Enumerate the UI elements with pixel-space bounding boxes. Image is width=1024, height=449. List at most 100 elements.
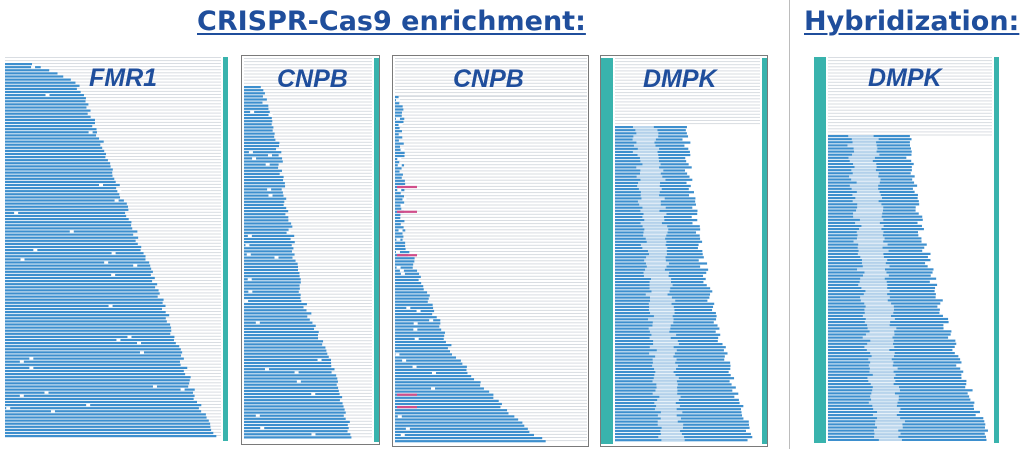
read <box>395 161 400 164</box>
read <box>244 129 273 132</box>
read <box>395 424 525 427</box>
read <box>5 218 129 221</box>
read <box>395 241 406 244</box>
read <box>244 123 272 126</box>
read <box>244 151 282 154</box>
read <box>395 433 534 437</box>
read <box>395 139 399 142</box>
read <box>244 389 339 392</box>
read <box>395 328 442 331</box>
read <box>244 349 327 352</box>
read <box>244 352 328 355</box>
read <box>395 375 472 378</box>
read <box>828 389 973 392</box>
read <box>395 437 543 440</box>
read <box>395 365 467 368</box>
coverage-strip-left <box>814 57 826 443</box>
read <box>244 433 351 436</box>
read <box>615 414 743 417</box>
read <box>395 96 399 99</box>
read <box>395 350 451 353</box>
read <box>244 101 263 104</box>
read <box>244 182 285 185</box>
read <box>5 205 128 208</box>
read <box>244 169 282 172</box>
read <box>244 244 292 247</box>
coverage-strip-left <box>601 58 613 444</box>
read <box>244 160 283 163</box>
read <box>244 222 292 225</box>
read <box>395 173 403 176</box>
read <box>5 413 206 416</box>
read <box>5 97 86 100</box>
read <box>244 430 348 433</box>
read <box>244 324 316 327</box>
read <box>828 392 968 395</box>
read <box>244 334 318 337</box>
read <box>244 141 280 144</box>
read <box>5 292 160 295</box>
read <box>244 200 285 203</box>
read <box>244 126 274 129</box>
read <box>5 382 190 385</box>
read <box>244 315 308 318</box>
read <box>5 301 163 304</box>
read <box>244 172 280 175</box>
gene-label-fmr1: FMR1 <box>89 64 158 92</box>
read <box>395 105 403 108</box>
read <box>395 226 404 229</box>
read <box>244 157 283 160</box>
read <box>5 360 180 363</box>
read <box>244 396 343 399</box>
read <box>244 281 301 284</box>
read <box>5 233 134 236</box>
read <box>5 143 101 146</box>
read <box>395 167 402 170</box>
read <box>395 269 418 272</box>
gene-label-dmpk-hybridization: DMPK <box>868 64 942 92</box>
read <box>395 300 428 303</box>
read <box>395 154 405 158</box>
read <box>828 423 986 426</box>
read <box>244 132 275 135</box>
read <box>395 120 404 123</box>
read <box>5 307 162 311</box>
read <box>5 407 199 410</box>
read <box>395 288 424 291</box>
coverage-strip <box>223 57 228 441</box>
read <box>244 253 295 256</box>
read <box>5 323 171 326</box>
read <box>244 228 289 231</box>
read <box>244 191 283 194</box>
read <box>395 195 405 198</box>
read <box>244 197 287 200</box>
read <box>395 399 499 402</box>
read <box>5 118 95 121</box>
read <box>244 113 271 117</box>
read <box>5 391 193 394</box>
read <box>395 207 402 210</box>
read <box>244 405 344 408</box>
read <box>5 66 41 69</box>
hybridization-heading: Hybridization: <box>804 6 1020 37</box>
read <box>395 114 402 117</box>
read <box>244 185 286 188</box>
read <box>395 381 481 384</box>
read <box>5 137 100 140</box>
read <box>5 208 129 211</box>
read <box>5 345 180 348</box>
read <box>5 273 151 276</box>
pileup-graphic <box>244 58 379 442</box>
read <box>828 370 964 373</box>
read <box>5 311 166 314</box>
read <box>5 90 81 94</box>
read <box>395 418 519 421</box>
read <box>395 368 467 371</box>
read <box>395 406 501 409</box>
read <box>395 396 494 399</box>
read <box>5 152 107 156</box>
read <box>244 256 293 259</box>
pileup-graphic <box>5 57 228 441</box>
read <box>244 107 269 110</box>
read <box>244 318 310 321</box>
